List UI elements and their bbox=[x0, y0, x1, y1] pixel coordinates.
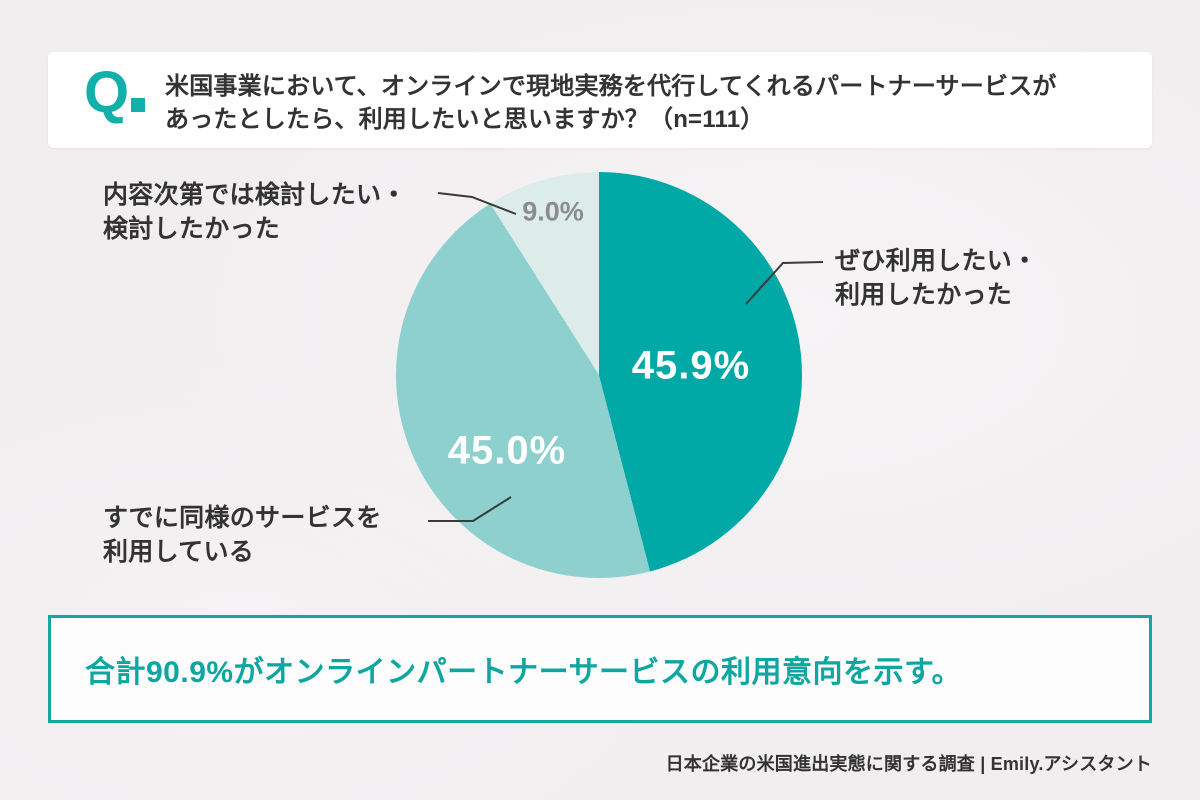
q-period-square bbox=[131, 98, 146, 112]
segment-label-want-line-2: 利用したかった bbox=[835, 281, 1013, 309]
segment-label-consider-line-1: 内容次第では検討したい・ bbox=[103, 181, 407, 209]
segment-label-consider-line-2: 検討したかった bbox=[103, 215, 281, 243]
footer-credit: 日本企業の米国進出実態に関する調査 | Emily.アシスタント bbox=[665, 754, 1152, 774]
q-letter: Q bbox=[84, 60, 129, 125]
summary-text: 合計90.9%がオンラインパートナーサービスの利用意向を示す。 bbox=[85, 656, 962, 689]
segment-label-want-line-1: ぜひ利用したい・ bbox=[835, 247, 1038, 275]
pie-value-consider: 9.0% bbox=[522, 196, 584, 227]
pie-value-want: 45.9% bbox=[631, 343, 751, 388]
question-line-1: 米国事業において、オンラインで現地実務を代行してくれるパートナーサービスが bbox=[165, 73, 1057, 100]
question-card: Q 米国事業において、オンラインで現地実務を代行してくれるパートナーサービスが … bbox=[48, 52, 1152, 148]
segment-label-consider: 内容次第では検討したい・ 検討したかった bbox=[103, 178, 407, 246]
segment-label-want: ぜひ利用したい・ 利用したかった bbox=[835, 244, 1037, 312]
summary-box: 合計90.9%がオンラインパートナーサービスの利用意向を示す。 bbox=[48, 615, 1152, 723]
q-mark: Q bbox=[84, 64, 146, 122]
pie-value-already: 45.0% bbox=[447, 428, 567, 473]
segment-label-already-line-2: 利用している bbox=[103, 538, 255, 566]
question-text: 米国事業において、オンラインで現地実務を代行してくれるパートナーサービスが あっ… bbox=[165, 70, 1057, 136]
segment-label-already-line-1: すでに同様のサービスを bbox=[103, 504, 382, 532]
question-line-2: あったとしたら、利用したいと思いますか？（n=111） bbox=[165, 106, 765, 133]
segment-label-already: すでに同様のサービスを 利用している bbox=[103, 501, 382, 569]
